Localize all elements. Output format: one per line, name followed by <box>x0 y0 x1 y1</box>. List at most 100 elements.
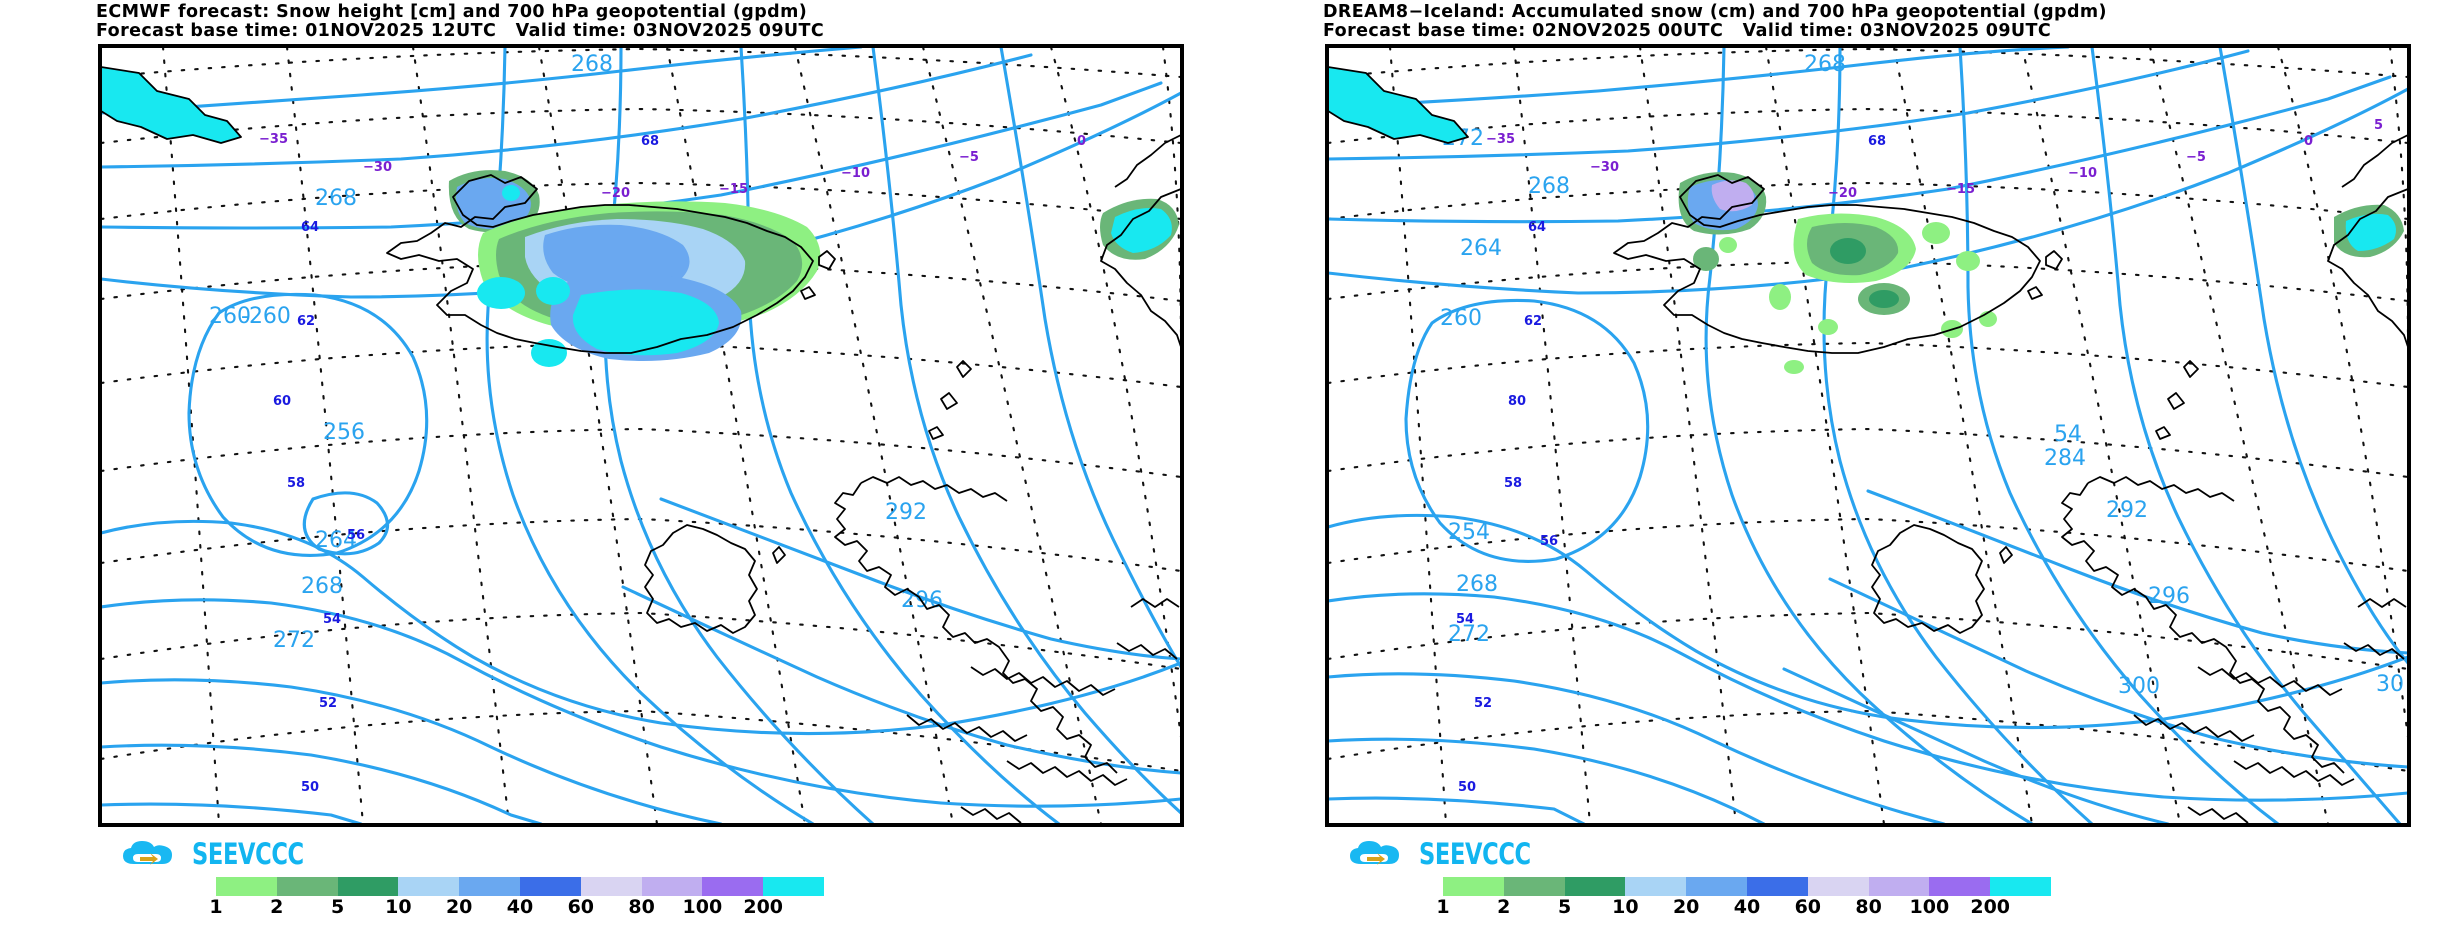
svg-text:30: 30 <box>2376 672 2404 697</box>
svg-text:68: 68 <box>641 134 659 149</box>
colorbar-tick-label: 60 <box>567 896 595 918</box>
svg-text:272: 272 <box>1448 622 1490 647</box>
svg-text:292: 292 <box>2106 498 2148 523</box>
svg-text:−10: −10 <box>841 166 870 181</box>
svg-text:254: 254 <box>1448 520 1490 545</box>
map-canvas-ecmwf: 268 268 260 -260 256 264 268 272 292 296 <box>101 47 1181 824</box>
colorbar-tick-label: 2 <box>1497 896 1511 918</box>
longitude-labels-ecmwf: −35 −30 −25 −20 −15 −10 −5 0 <box>259 132 1086 201</box>
svg-text:56: 56 <box>347 528 365 543</box>
colorbar-segment <box>1503 877 1565 896</box>
seevccc-logo-ecmwf: SEEVCCC <box>120 836 335 872</box>
colorbar-tick-label: 80 <box>1855 896 1882 918</box>
svg-text:64: 64 <box>301 220 319 235</box>
panel-title-line1: ECMWF forecast: Snow height [cm] and 700… <box>96 2 808 22</box>
svg-text:268: 268 <box>301 574 343 599</box>
svg-text:296: 296 <box>2148 584 2190 609</box>
colorbar-tick-label: 100 <box>682 896 723 918</box>
coastlines-dream8 <box>1328 66 2408 824</box>
colorbar-tick-label: 1 <box>1436 896 1450 918</box>
map-frame-ecmwf[interactable]: 268 268 260 -260 256 264 268 272 292 296 <box>98 44 1184 827</box>
panel-title-line1: DREAM8−Iceland: Accumulated snow (cm) an… <box>1323 2 2107 22</box>
colorbar-segment <box>398 877 460 896</box>
colorbar-segment <box>1625 877 1687 896</box>
colorbar-tick-label: 40 <box>1733 896 1761 918</box>
svg-text:−15: −15 <box>719 182 748 197</box>
svg-text:-260: -260 <box>241 304 291 329</box>
svg-text:256: 256 <box>323 420 365 445</box>
svg-text:−15: −15 <box>1946 182 1975 197</box>
map-frame-dream8[interactable]: 268 272 268 264 260 254 268 272 292 296 … <box>1325 44 2411 827</box>
panel-title-line2: Forecast base time: 02NOV2025 00UTC Vali… <box>1323 20 2052 41</box>
svg-text:272: 272 <box>273 628 315 653</box>
snow-field-ecmwf <box>448 170 1179 367</box>
panel-ecmwf: ECMWF forecast: Snow height [cm] and 700… <box>96 2 1216 920</box>
svg-text:268: 268 <box>1528 174 1570 199</box>
geopotential-contours-ecmwf <box>101 47 1181 824</box>
colorbar-segment <box>1443 877 1504 896</box>
colorbar-tick-label: 10 <box>385 896 412 918</box>
svg-text:292: 292 <box>885 500 927 525</box>
svg-text:−30: −30 <box>1590 160 1619 175</box>
colorbar-ticks-ecmwf: 1 2 5 10 20 40 60 80 100 200 <box>209 896 824 920</box>
panel-header-dream8: DREAM8−Iceland: Accumulated snow (cm) an… <box>1323 2 2443 41</box>
colorbar-tick-label: 20 <box>1672 896 1700 918</box>
svg-text:80: 80 <box>1508 394 1526 409</box>
colorbar-segment <box>459 877 520 896</box>
svg-text:50: 50 <box>301 780 319 795</box>
svg-text:268: 268 <box>571 52 613 77</box>
logo-wordmark: SEEVCCC <box>192 837 304 871</box>
svg-text:52: 52 <box>1474 696 1492 711</box>
colorbar-segment <box>337 877 399 896</box>
svg-text:58: 58 <box>1504 476 1522 491</box>
colorbar-segment <box>1990 877 2051 896</box>
svg-text:50: 50 <box>1458 780 1476 795</box>
svg-text:68: 68 <box>1868 134 1886 149</box>
svg-text:300: 300 <box>2118 674 2160 699</box>
colorbar-tick-label: 5 <box>330 896 345 918</box>
longitude-labels-dream8: −35 −30 −25 −20 −15 −10 −5 0 5 <box>1486 118 2383 201</box>
colorbar-segment <box>641 877 703 896</box>
colorbar-segment <box>276 877 338 896</box>
colorbar-ticks-dream8: 1 2 5 10 20 40 60 80 100 200 <box>1436 896 2051 920</box>
svg-text:268: 268 <box>315 186 357 211</box>
colorbar-segment <box>580 877 642 896</box>
svg-text:0: 0 <box>2304 134 2313 149</box>
svg-text:52: 52 <box>319 696 337 711</box>
svg-text:260: 260 <box>209 304 251 329</box>
svg-text:56: 56 <box>1540 534 1558 549</box>
colorbar-tick-label: 80 <box>628 896 655 918</box>
colorbar-segment <box>1686 877 1747 896</box>
colorbar-tick-label: 40 <box>506 896 534 918</box>
colorbar-ecmwf <box>216 877 824 896</box>
colorbar-tick-label: 100 <box>1909 896 1950 918</box>
svg-text:54: 54 <box>323 612 341 627</box>
colorbar-tick-label: 20 <box>445 896 473 918</box>
colorbar-segment <box>763 877 824 896</box>
svg-text:264: 264 <box>1460 236 1502 261</box>
svg-text:−5: −5 <box>2186 150 2206 165</box>
cloud-icon <box>1350 841 1399 865</box>
svg-text:62: 62 <box>297 314 315 329</box>
svg-text:5: 5 <box>2374 118 2383 133</box>
svg-text:268: 268 <box>1456 572 1498 597</box>
svg-text:62: 62 <box>1524 314 1542 329</box>
colorbar-dream8 <box>1443 877 2051 896</box>
svg-text:264: 264 <box>315 528 357 553</box>
map-canvas-dream8: 268 272 268 264 260 254 268 272 292 296 … <box>1328 47 2408 824</box>
seevccc-logo-dream8: SEEVCCC <box>1347 836 1562 872</box>
panel-header-ecmwf: ECMWF forecast: Snow height [cm] and 700… <box>96 2 1216 39</box>
svg-text:−20: −20 <box>601 186 630 201</box>
svg-text:−35: −35 <box>1486 132 1515 147</box>
colorbar-tick-label: 200 <box>1970 896 2011 918</box>
svg-text:64: 64 <box>1528 220 1546 235</box>
map-svg-ecmwf: 268 268 260 -260 256 264 268 272 292 296 <box>101 47 1181 824</box>
svg-text:−20: −20 <box>1828 186 1857 201</box>
svg-text:0: 0 <box>1077 134 1086 149</box>
colorbar-segment <box>1929 877 1991 896</box>
svg-text:284: 284 <box>2044 446 2086 471</box>
contour-labels-dream8: 268 272 268 264 260 254 268 272 292 296 … <box>1440 52 2404 699</box>
latitude-labels-ecmwf: 68 66 64 62 60 58 56 54 52 50 <box>273 134 659 795</box>
colorbar-segment <box>1868 877 1930 896</box>
svg-text:54: 54 <box>2054 422 2082 447</box>
